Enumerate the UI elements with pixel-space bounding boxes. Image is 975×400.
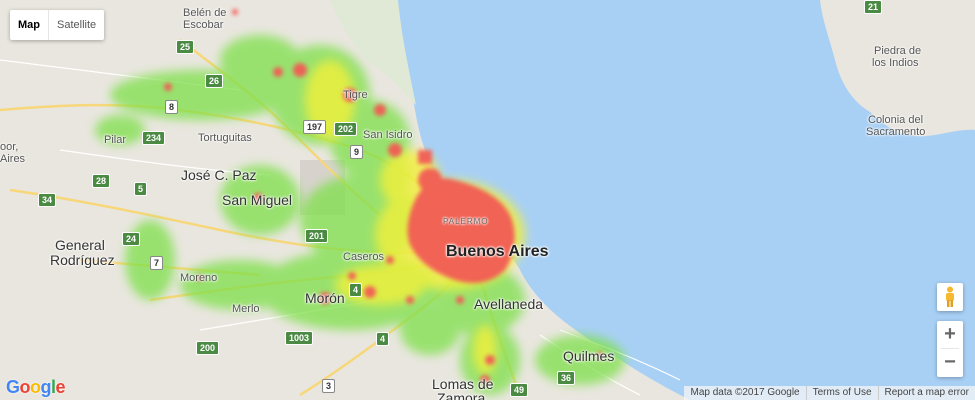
uruguay-coast [820,0,975,137]
place-label: Tortuguitas [198,132,252,144]
place-label: Merlo [232,303,260,315]
route-shield: 21 [864,0,883,14]
place-label: Aires [0,153,26,165]
place-label: Escobar [183,19,224,31]
place-label: San Isidro [363,129,413,141]
route-shield: 34 [38,193,57,207]
route-shield: 24 [122,232,141,246]
place-label: Rodríguez [50,252,115,268]
zoom-divider [941,348,959,349]
plus-icon: + [944,323,956,345]
zoom-control: + − [937,321,963,377]
route-shield: 49 [510,383,529,397]
place-label: Avellaneda [474,296,544,312]
route-shield: 234 [142,131,166,145]
place-label: Moreno [180,272,218,284]
place-label: Sacramento [866,126,926,138]
place-label: Tigre [343,89,368,101]
map-type-satellite-button[interactable]: Satellite [48,10,104,40]
rio-de-la-plata [395,0,975,400]
heatmap-high [164,9,603,385]
place-label: oor, [0,141,19,153]
place-label: Colonia del [868,114,924,126]
delta-islands [330,0,416,105]
zoom-in-button[interactable]: + [937,321,963,348]
attribution-bar: Map data ©2017 Google Terms of Use Repor… [684,386,975,400]
place-label: Quilmes [563,348,615,364]
terms-of-use-link[interactable]: Terms of Use [805,386,878,400]
map-type-map-button[interactable]: Map [18,19,40,31]
pegman-icon [946,286,954,307]
route-shield: 36 [557,371,576,385]
place-label: José C. Paz [181,167,257,183]
place-label: Belén de [183,7,227,19]
place-label: Lomas de [432,376,494,392]
route-shield: 28 [92,174,111,188]
place-label: San Miguel [222,192,293,208]
route-shield: 25 [176,40,195,54]
place-label: General [55,237,105,253]
route-shield: 200 [196,341,220,355]
route-shield: 8 [165,100,179,114]
map-data-credit: Map data ©2017 Google [690,387,800,398]
street-view-pegman[interactable] [937,283,963,311]
route-shield: 4 [349,283,363,297]
place-label: Piedra de [874,45,922,57]
google-logo[interactable]: Google [6,377,66,397]
route-shield: 202 [334,122,358,136]
zoom-out-button[interactable]: − [937,349,963,376]
place-label: Caseros [343,251,384,263]
place-label: Morón [305,290,345,306]
place-label: PALERMO [443,217,489,226]
route-shield: 5 [134,182,148,196]
route-shield: 3 [322,379,336,393]
route-shield: 7 [150,256,164,270]
map-type-control: Map Satellite [10,10,105,40]
route-shield: 26 [205,74,224,88]
place-label-buenos-aires: Buenos Aires [446,243,549,260]
report-map-error-link[interactable]: Report a map error [877,386,975,400]
route-shield: 9 [350,145,364,159]
place-label: Zamora [437,390,486,400]
route-shield: 197 [303,120,327,134]
place-label: Pilar [104,134,127,146]
route-shield: 201 [305,229,329,243]
route-shield: 4 [376,332,390,346]
minus-icon: − [944,351,956,373]
place-label: los Indios [872,57,919,69]
route-shield: 1003 [285,331,314,345]
